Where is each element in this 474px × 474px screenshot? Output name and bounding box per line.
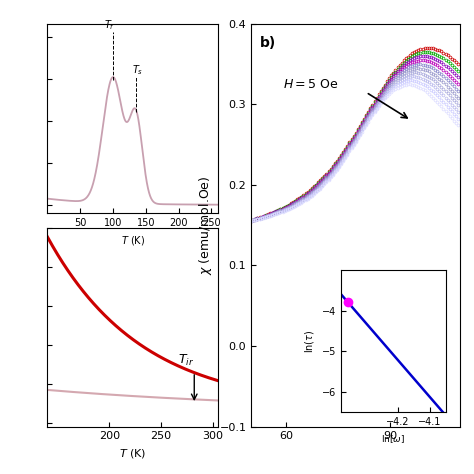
X-axis label: ln[$\omega$]: ln[$\omega$] [382,433,405,445]
Y-axis label: ln($\tau$): ln($\tau$) [303,329,317,353]
Y-axis label: $\chi$ (emu/mol.Oe): $\chi$ (emu/mol.Oe) [197,175,214,275]
Text: b): b) [260,36,276,50]
Text: $\mathit{T}_{ir}$: $\mathit{T}_{ir}$ [178,353,194,368]
Text: $T_f$: $T_f$ [104,18,115,32]
Text: $H = 5\ \mathrm{Oe}$: $H = 5\ \mathrm{Oe}$ [283,78,338,91]
Text: $T_s$: $T_s$ [132,64,143,77]
X-axis label: $T$ (K): $T$ (K) [120,234,145,246]
X-axis label: $T$ (K): $T$ (K) [119,447,146,460]
